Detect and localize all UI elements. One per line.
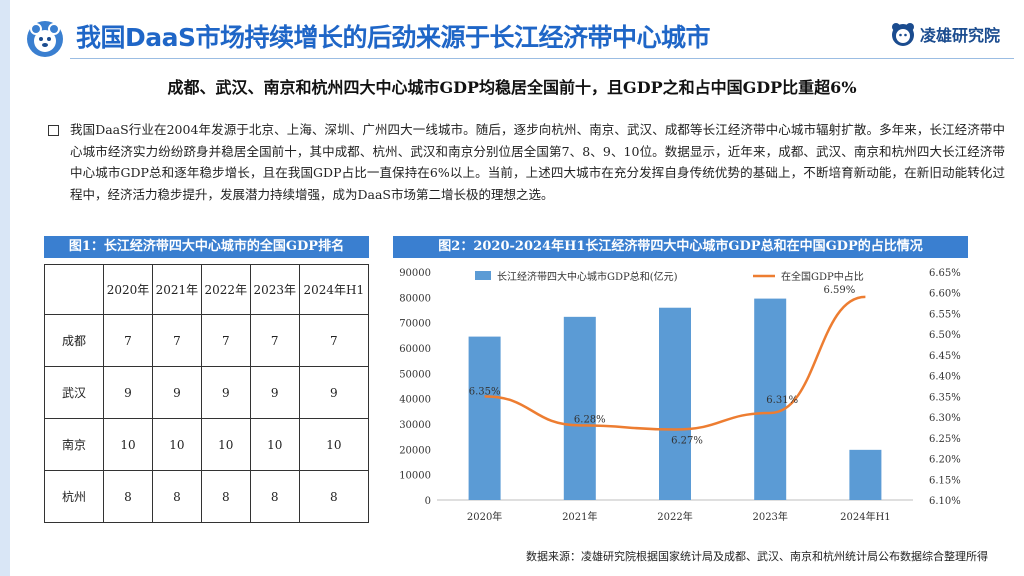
gdp-share-chart: 0 10000 20000 30000 40000 50000 60000 70000 8000… [393, 262, 973, 532]
y-right-tick-label: 6.20% [929, 455, 961, 466]
city-cell: 武汉 [44, 366, 104, 419]
city-cell: 杭州 [44, 470, 104, 523]
rank-cell: 8 [103, 470, 153, 523]
y-left-tick-label: 70000 [399, 319, 431, 330]
legend-bar-swatch [475, 271, 491, 280]
x-tick-label: 2023年 [752, 510, 787, 523]
y-right-tick-label: 6.55% [929, 309, 961, 320]
y-right-tick-label: 6.25% [929, 434, 961, 445]
table-row: 成都 7 7 7 7 7 [44, 314, 370, 367]
y-left-tick-label: 80000 [399, 293, 431, 304]
gdp-bar [849, 449, 882, 500]
y-left-tick-label: 0 [425, 496, 431, 507]
x-tick-label: 2022年 [657, 510, 692, 523]
rank-cell: 9 [298, 366, 370, 419]
rank-cell: 10 [298, 418, 370, 471]
rank-cell: 7 [103, 314, 153, 367]
rank-cell: 10 [200, 418, 251, 471]
rank-cell: 7 [151, 314, 202, 367]
table-row: 南京 10 10 10 10 10 [44, 418, 370, 471]
y-right-tick-label: 6.60% [929, 289, 961, 300]
y-left-tick-label: 20000 [399, 445, 431, 456]
bullet-square-icon [48, 125, 59, 136]
share-data-label: 6.35% [469, 386, 501, 397]
x-tick-label: 2021年 [562, 510, 597, 523]
rank-cell: 7 [200, 314, 251, 367]
table-row: 杭州 8 8 8 8 8 [44, 470, 370, 523]
brand-bear-icon [892, 23, 914, 46]
figure2-title: 图2：2020-2024年H1长江经济带四大中心城市GDP总和在中国GDP的占比… [393, 236, 968, 258]
data-source-note: 数据来源：凌雄研究院根据国家统计局及成都、武汉、南京和杭州统计局公布数据综合整理… [526, 550, 988, 563]
rank-cell: 8 [249, 470, 300, 523]
y-left-tick-label: 10000 [399, 471, 431, 482]
y-right-tick-label: 6.35% [929, 392, 961, 403]
y-left-tick-label: 40000 [399, 395, 431, 406]
rank-cell: 9 [249, 366, 300, 419]
combo-chart-svg: 0 10000 20000 30000 40000 50000 60000 70000 8000… [399, 268, 961, 523]
gdp-rank-table: 2020年 2021年 2022年 2023年 2024年H1 成都 7 7 7… [44, 264, 370, 523]
y-left-tick-label: 30000 [399, 420, 431, 431]
y-right-tick-label: 6.15% [929, 475, 961, 486]
brand-logo: 凌雄研究院 [890, 18, 1010, 50]
table-header-cell: 2020年 [103, 264, 153, 315]
bear-logo-icon [27, 21, 63, 57]
y-right-tick-label: 6.50% [929, 330, 961, 341]
gdp-bar [468, 336, 501, 500]
y-right-tick-label: 6.40% [929, 372, 961, 383]
legend-bar-label: 长江经济带四大中心城市GDP总和(亿元) [497, 270, 678, 283]
rank-cell: 9 [103, 366, 153, 419]
rank-cell: 9 [200, 366, 251, 419]
rank-cell: 8 [200, 470, 251, 523]
rank-cell: 10 [249, 418, 300, 471]
title-divider [70, 58, 1014, 59]
y-right-tick-label: 6.10% [929, 496, 961, 507]
share-data-label: 6.28% [574, 414, 606, 425]
gdp-bar [754, 298, 787, 500]
page-title: 我国DaaS市场持续增长的后劲来源于长江经济带中心城市 [76, 23, 711, 52]
rank-cell: 9 [151, 366, 202, 419]
rank-cell: 8 [298, 470, 370, 523]
rank-cell: 7 [249, 314, 300, 367]
rank-cell: 8 [151, 470, 202, 523]
table-header-cell: 2021年 [151, 264, 202, 315]
brand-name: 凌雄研究院 [920, 26, 1001, 45]
rank-cell: 7 [298, 314, 370, 367]
y-left-tick-label: 50000 [399, 369, 431, 380]
gdp-bar [563, 316, 596, 500]
y-right-tick-label: 6.30% [929, 413, 961, 424]
y-right-tick-label: 6.45% [929, 351, 961, 362]
share-data-label: 6.27% [671, 436, 703, 447]
city-cell: 南京 [44, 418, 104, 471]
table-header-cell: 2024年H1 [298, 264, 370, 315]
table-header-row: 2020年 2021年 2022年 2023年 2024年H1 [44, 264, 370, 315]
left-accent-bar [0, 0, 10, 576]
subtitle: 成都、武汉、南京和杭州四大中心城市GDP均稳居全国前十，且GDP之和占中国GDP… [167, 78, 857, 97]
city-cell: 成都 [44, 314, 104, 367]
y-left-tick-label: 90000 [399, 268, 431, 279]
share-line [484, 295, 866, 431]
table-header-cell: 2023年 [249, 264, 300, 315]
table-header-cell [44, 264, 104, 315]
gdp-bar [659, 307, 691, 500]
legend-line-label: 在全国GDP中占比 [781, 270, 864, 283]
rank-cell: 10 [103, 418, 153, 471]
figure1-title: 图1：长江经济带四大中心城市的全国GDP排名 [44, 236, 369, 258]
x-tick-label: 2020年 [467, 510, 502, 523]
table-row: 武汉 9 9 9 9 9 [44, 366, 370, 419]
share-data-label: 6.31% [766, 395, 798, 406]
table-header-cell: 2022年 [200, 264, 251, 315]
share-data-label: 6.59% [824, 285, 856, 296]
y-right-tick-label: 6.65% [929, 268, 961, 279]
x-tick-label: 2024年H1 [840, 510, 891, 523]
rank-cell: 10 [151, 418, 202, 471]
body-paragraph: 我国DaaS行业在2004年发源于北京、上海、深圳、广州四大一线城市。随后，逐步… [70, 122, 1005, 202]
y-left-tick-label: 60000 [399, 344, 431, 355]
